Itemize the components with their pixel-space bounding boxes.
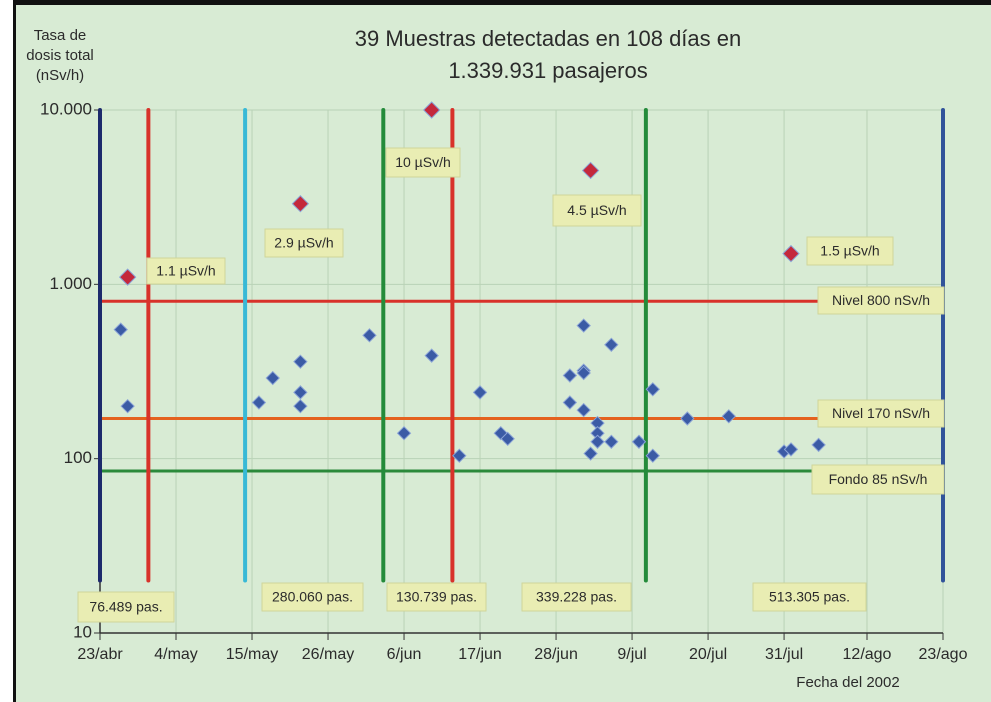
x-tick-label: 28/jun bbox=[534, 646, 578, 663]
chart-title: 39 Muestras detectadas en 108 días en bbox=[355, 26, 741, 51]
data-point bbox=[120, 398, 135, 414]
x-tick-label: 20/jul bbox=[689, 646, 727, 663]
data-point bbox=[500, 431, 515, 447]
data-point bbox=[396, 425, 412, 441]
data-point bbox=[680, 411, 695, 426]
data-point bbox=[604, 337, 619, 352]
data-point bbox=[645, 448, 660, 463]
data-point bbox=[721, 409, 737, 424]
passenger-label: 339.228 pas. bbox=[536, 589, 617, 605]
annotation: 4.5 µSv/h bbox=[567, 202, 626, 218]
passenger-label: 280.060 pas. bbox=[272, 589, 353, 605]
data-point bbox=[291, 195, 310, 213]
data-point bbox=[422, 101, 441, 119]
x-tick-label: 15/may bbox=[226, 646, 278, 663]
y-tick-label: 10 bbox=[73, 622, 92, 641]
x-tick-label: 23/abr bbox=[77, 646, 123, 663]
annotation: 1.5 µSv/h bbox=[820, 243, 879, 259]
data-point bbox=[293, 385, 308, 400]
chart-title: 1.339.931 pasajeros bbox=[448, 58, 647, 83]
x-tick-label: 4/may bbox=[154, 646, 198, 663]
passenger-label-box bbox=[77, 591, 175, 623]
left-border bbox=[13, 0, 16, 702]
data-point bbox=[581, 161, 600, 180]
reference-label-box bbox=[811, 464, 945, 495]
annotation: 2.9 µSv/h bbox=[274, 235, 333, 251]
y-tick-label: 10.000 bbox=[40, 99, 92, 118]
y-axis-label: dosis total bbox=[26, 47, 94, 64]
data-point bbox=[604, 434, 619, 449]
data-point bbox=[783, 442, 799, 457]
reference-label: Nivel 170 nSv/h bbox=[832, 405, 930, 421]
x-tick-label: 23/ago bbox=[919, 646, 968, 663]
data-point bbox=[251, 395, 267, 410]
data-point bbox=[293, 398, 308, 414]
passenger-label: 513.305 pas. bbox=[769, 589, 850, 605]
reference-label: Nivel 800 nSv/h bbox=[832, 292, 930, 308]
y-tick-label: 1.000 bbox=[49, 274, 92, 293]
passenger-label-box bbox=[261, 582, 364, 612]
annotation-box bbox=[806, 236, 894, 266]
x-axis-label: Fecha del 2002 bbox=[796, 674, 899, 691]
data-point bbox=[631, 434, 647, 449]
passenger-label: 76.489 pas. bbox=[89, 599, 162, 615]
data-point bbox=[811, 437, 826, 453]
passenger-label-box bbox=[386, 582, 487, 612]
x-tick-label: 17/jun bbox=[458, 646, 502, 663]
data-point bbox=[424, 348, 439, 363]
reference-label: Fondo 85 nSv/h bbox=[829, 471, 928, 487]
data-point bbox=[583, 446, 598, 461]
data-point bbox=[452, 448, 467, 463]
x-tick-label: 9/jul bbox=[617, 646, 646, 663]
data-point bbox=[562, 395, 578, 410]
data-point bbox=[293, 354, 308, 369]
data-point bbox=[562, 368, 578, 383]
data-point bbox=[265, 370, 280, 386]
y-axis-label: (nSv/h) bbox=[36, 67, 84, 84]
x-tick-label: 31/jul bbox=[765, 646, 803, 663]
annotation-box bbox=[385, 147, 461, 178]
data-point bbox=[576, 402, 591, 418]
passenger-label: 130.739 pas. bbox=[396, 589, 477, 605]
data-point bbox=[576, 318, 591, 333]
annotation-box bbox=[146, 257, 226, 285]
annotation-box bbox=[552, 194, 642, 227]
data-point bbox=[590, 434, 605, 449]
reference-label-box bbox=[817, 399, 945, 428]
data-point bbox=[113, 322, 128, 337]
data-point bbox=[576, 365, 591, 381]
data-point bbox=[645, 382, 660, 397]
data-point bbox=[472, 385, 488, 400]
data-point bbox=[782, 244, 800, 263]
annotation-box bbox=[264, 228, 344, 258]
x-tick-label: 12/ago bbox=[843, 646, 892, 663]
top-border bbox=[13, 0, 991, 5]
data-point bbox=[362, 328, 377, 343]
data-point bbox=[118, 268, 137, 286]
y-axis-label: Tasa de bbox=[34, 27, 87, 44]
x-tick-label: 26/may bbox=[302, 646, 354, 663]
annotation: 10 µSv/h bbox=[395, 154, 451, 170]
passenger-label-box bbox=[752, 582, 867, 612]
passenger-label-box bbox=[521, 582, 632, 612]
annotation: 1.1 µSv/h bbox=[156, 263, 215, 279]
y-tick-label: 100 bbox=[64, 448, 92, 467]
reference-label-box bbox=[817, 286, 945, 315]
x-tick-label: 6/jun bbox=[387, 646, 422, 663]
